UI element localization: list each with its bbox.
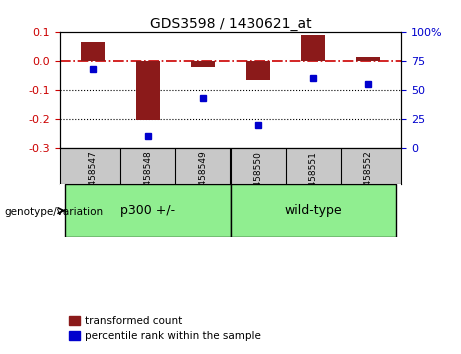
Text: GSM458552: GSM458552 xyxy=(364,151,372,205)
Legend: transformed count, percentile rank within the sample: transformed count, percentile rank withi… xyxy=(65,312,265,345)
Bar xyxy=(230,184,396,237)
Text: GSM458548: GSM458548 xyxy=(143,151,153,205)
Text: GSM458547: GSM458547 xyxy=(89,151,97,205)
Bar xyxy=(190,61,215,67)
Bar xyxy=(136,61,160,120)
Text: GSM458549: GSM458549 xyxy=(199,151,207,205)
Text: GSM458550: GSM458550 xyxy=(254,151,262,206)
Bar xyxy=(356,57,380,61)
Title: GDS3598 / 1430621_at: GDS3598 / 1430621_at xyxy=(150,17,311,31)
Text: GSM458551: GSM458551 xyxy=(308,151,318,206)
Text: wild-type: wild-type xyxy=(284,204,342,217)
Bar xyxy=(301,35,325,61)
Text: genotype/variation: genotype/variation xyxy=(5,207,104,217)
Bar xyxy=(246,61,271,80)
Text: p300 +/-: p300 +/- xyxy=(120,204,176,217)
Bar xyxy=(81,42,105,61)
Bar xyxy=(65,184,230,237)
